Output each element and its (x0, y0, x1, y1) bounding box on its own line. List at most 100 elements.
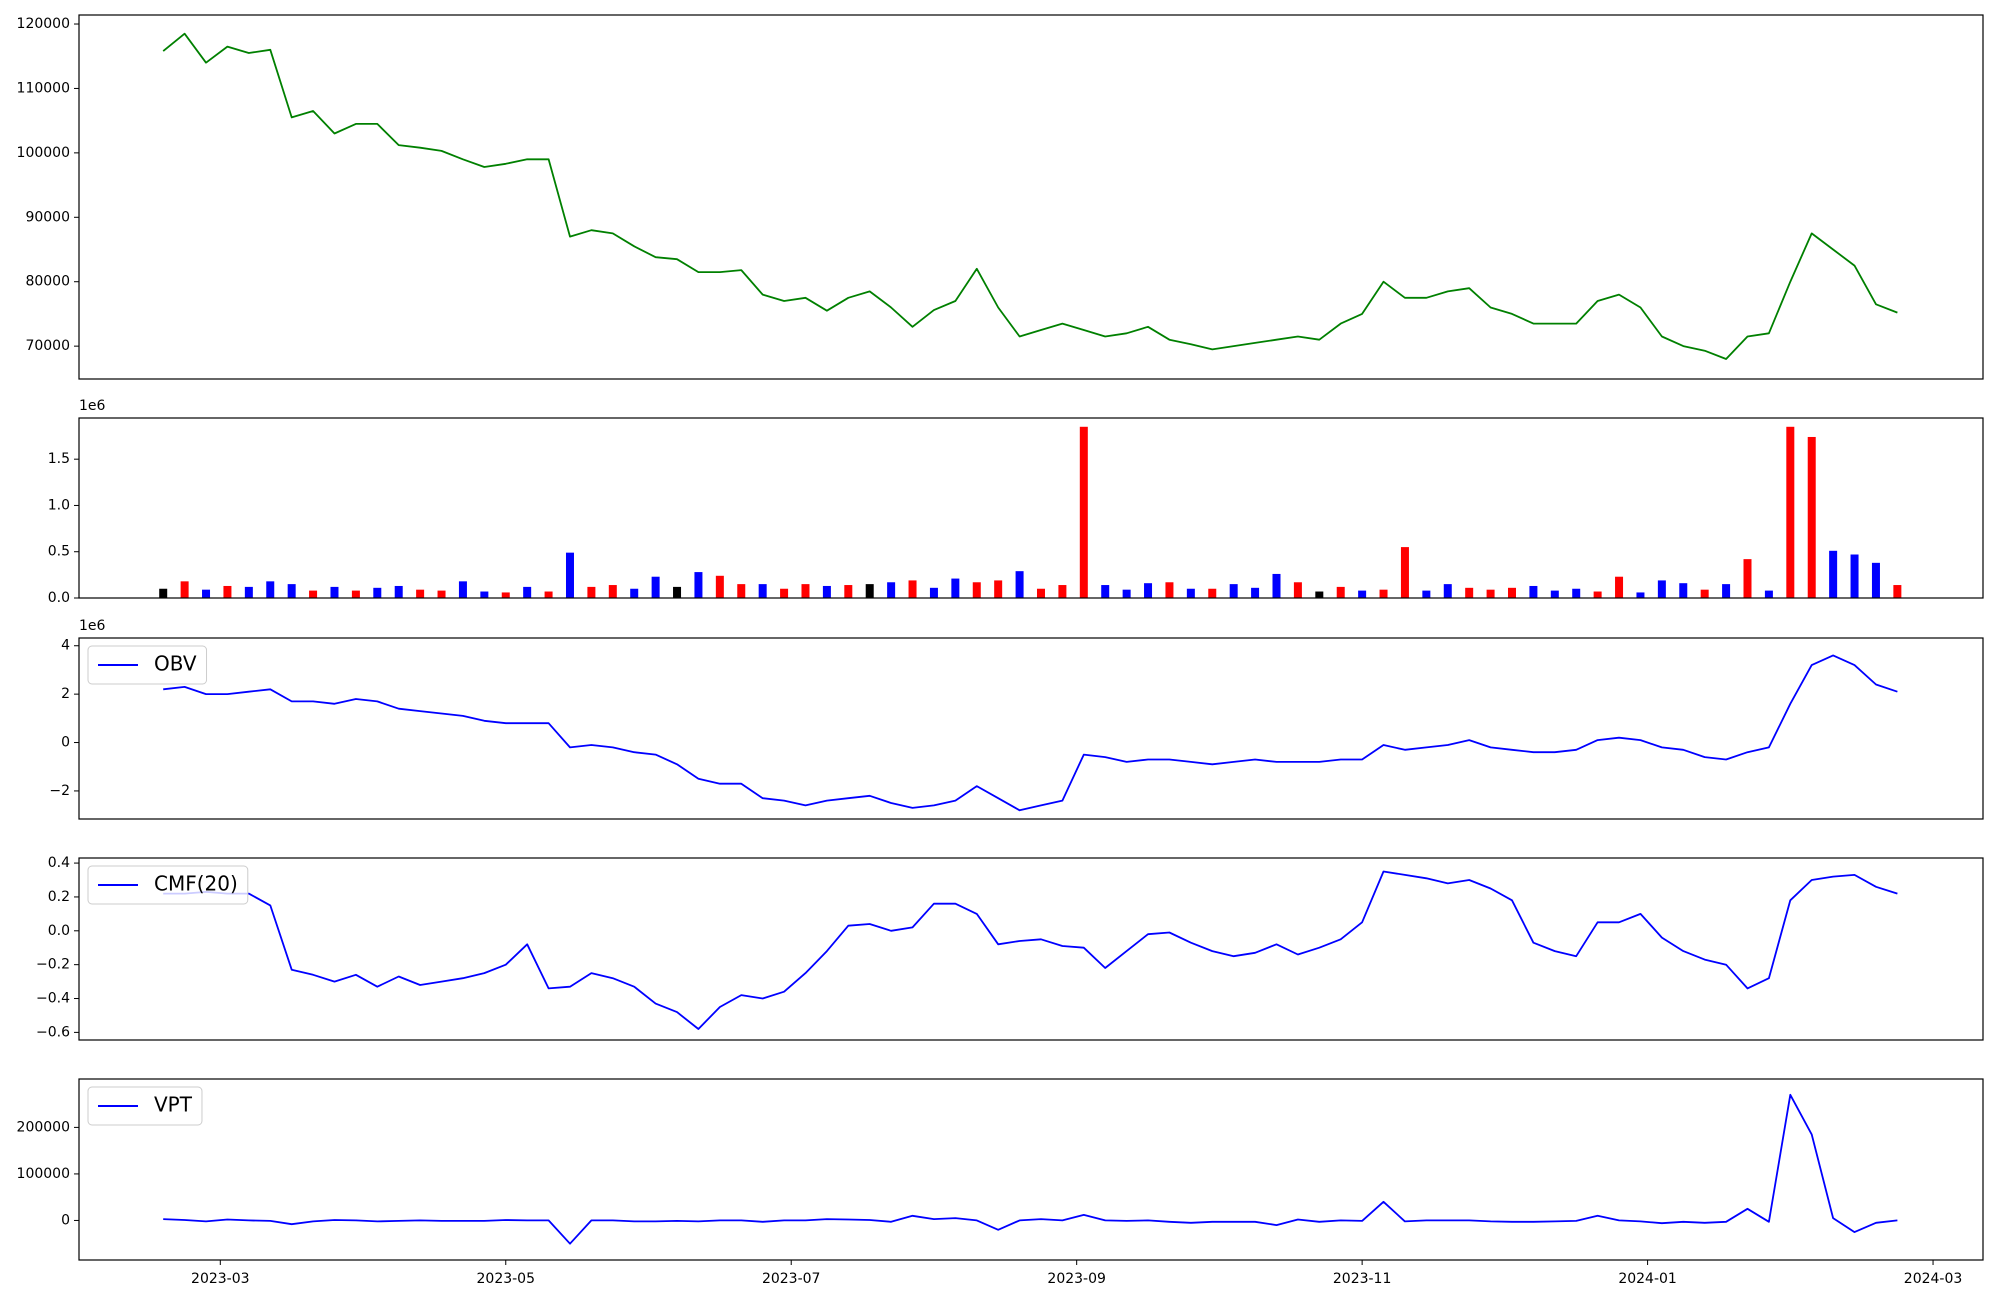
bar (1893, 585, 1902, 598)
bar (266, 581, 275, 598)
bar (801, 584, 810, 598)
bar (1636, 592, 1645, 598)
x-tick-label: 2023-11 (1333, 1271, 1392, 1287)
legend: CMF(20) (87, 865, 249, 905)
plot-area (159, 426, 1902, 598)
bar (929, 587, 938, 598)
bar (309, 590, 318, 598)
bar (1336, 586, 1345, 598)
y-tick-label: 0.0 (48, 590, 70, 606)
bar (223, 585, 232, 598)
y-tick-label: 100000 (17, 145, 70, 161)
bar (394, 585, 403, 598)
panel: −0.6 −0.4 −0.2 0.0 0.2 0.4 CMF(20) (36, 855, 1984, 1041)
panel: 70000 80000 90000 100000 110000 120000 (17, 14, 1984, 380)
bar (1593, 591, 1602, 598)
legend: VPT (87, 1086, 203, 1126)
bar (1871, 562, 1880, 598)
y-tick-label: 120000 (17, 16, 70, 32)
bar (544, 591, 553, 598)
bar (1315, 591, 1324, 598)
bar (972, 582, 981, 598)
bar (694, 572, 703, 598)
axes-frame (78, 417, 1984, 599)
axes-frame (78, 14, 1984, 380)
x-tick-label: 2024-03 (1904, 1271, 1963, 1287)
bar (351, 590, 360, 598)
bar (373, 587, 382, 598)
bar (1079, 426, 1088, 598)
bar (1015, 571, 1024, 598)
bar (1722, 584, 1731, 598)
y-offset-label: 1e6 (79, 618, 106, 634)
x-tick-label: 2024-01 (1618, 1271, 1677, 1287)
bar (480, 591, 489, 598)
bar (1465, 587, 1474, 598)
y-tick-label: 80000 (25, 274, 70, 290)
bar (1251, 587, 1260, 598)
bar (844, 585, 853, 598)
bar (523, 586, 532, 598)
bar (1293, 582, 1302, 598)
bar (1186, 588, 1195, 598)
panel: −2 0 2 4 1e6 OBV (49, 618, 1984, 820)
bar (437, 590, 446, 598)
y-offset-label: 1e6 (79, 398, 106, 414)
bar (1165, 582, 1174, 598)
x-tick-label: 2023-05 (477, 1271, 536, 1287)
axes-frame (78, 1078, 1984, 1261)
y-tick-label: −0.4 (36, 991, 70, 1007)
bar (244, 586, 253, 598)
line (163, 1093, 1898, 1245)
y-tick-label: −2 (49, 783, 70, 799)
y-tick-label: 0.5 (48, 544, 70, 560)
bar (673, 586, 682, 598)
legend-box (87, 1086, 203, 1126)
plot-area (163, 1093, 1898, 1245)
x-tick-label: 2023-09 (1047, 1271, 1106, 1287)
x-tick-label: 2023-03 (191, 1271, 250, 1287)
bar (202, 589, 211, 598)
bar (737, 584, 746, 598)
y-tick-label: 2 (61, 686, 70, 702)
axes-frame (78, 637, 1984, 820)
x-tick-label: 2023-07 (762, 1271, 821, 1287)
plot-area (163, 654, 1898, 812)
y-tick-label: 90000 (25, 209, 70, 225)
legend-label: CMF(20) (154, 872, 238, 896)
bar (1657, 580, 1666, 598)
bar (565, 552, 574, 598)
bar (1572, 588, 1581, 598)
bar (1144, 583, 1153, 598)
bar (287, 584, 296, 598)
bar (1422, 590, 1431, 598)
bar (416, 589, 425, 598)
bar (1679, 583, 1688, 598)
bar (1786, 426, 1795, 598)
bar (887, 582, 896, 598)
bar (651, 576, 660, 598)
bar (1443, 584, 1452, 598)
bar (1101, 585, 1110, 598)
y-tick-label: 0 (61, 1212, 70, 1228)
plot-area (163, 870, 1898, 1030)
y-tick-label: 110000 (17, 80, 70, 96)
bar (1036, 588, 1045, 598)
bar (780, 588, 789, 598)
panel: 0 100000 200000 2023-03 2023-05 2023-07 2023-0… (17, 1078, 1984, 1287)
bar (1700, 589, 1709, 598)
bar (1208, 588, 1217, 598)
bar (994, 580, 1003, 598)
bar (159, 588, 168, 598)
y-tick-label: 70000 (25, 338, 70, 354)
y-tick-label: 1.0 (48, 497, 70, 513)
bar (1743, 559, 1752, 598)
bar (1229, 584, 1238, 598)
line (163, 654, 1898, 812)
bar (501, 592, 510, 598)
bar (1379, 589, 1388, 598)
bar (715, 575, 724, 598)
bar (587, 586, 596, 598)
y-tick-label: 100000 (17, 1166, 70, 1182)
bar (180, 581, 189, 598)
